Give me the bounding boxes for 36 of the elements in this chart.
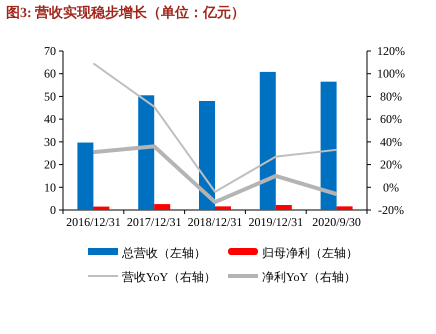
y-tick-label: 0 <box>50 203 56 217</box>
y2-tick-label: 40% <box>380 134 402 149</box>
bar <box>336 206 353 210</box>
y-tick-label: 60 <box>44 66 56 81</box>
bar <box>77 142 94 210</box>
y-tick-label: 50 <box>44 89 56 104</box>
y2-tick-label: 60% <box>380 112 402 126</box>
legend-label: 归母净利（左轴） <box>262 246 358 260</box>
y-tick-label: 40 <box>44 112 56 126</box>
y2-tick-label: 120% <box>377 44 405 58</box>
x-tick-label: 2020/9/30 <box>312 215 361 229</box>
chart-title: 图3: 营收实现稳步增长（单位：亿元） <box>6 4 246 21</box>
bar <box>276 205 292 210</box>
y-tick-label: 20 <box>44 158 56 172</box>
bar <box>93 206 110 210</box>
legend-label: 净利YoY（右轴） <box>262 270 356 284</box>
bar <box>260 72 276 210</box>
x-tick-label: 2016/12/31 <box>66 215 121 229</box>
y2-tick-label: 0% <box>383 180 399 194</box>
bar <box>215 206 231 210</box>
x-tick-label: 2019/12/31 <box>248 215 304 229</box>
y2-tick-label: 20% <box>380 158 402 172</box>
x-tick-label: 2017/12/31 <box>126 215 182 229</box>
legend-label: 总营收（左轴） <box>121 246 206 260</box>
y2-tick-label: 80% <box>380 89 402 104</box>
x-tick-label: 2018/12/31 <box>188 215 242 229</box>
bar <box>199 100 215 210</box>
y2-tick-label: 100% <box>377 66 405 81</box>
bar <box>138 95 154 210</box>
bar <box>154 204 170 210</box>
y-tick-label: 70 <box>44 44 56 58</box>
y-tick-label: 10 <box>44 180 56 194</box>
bar <box>320 82 337 210</box>
y2-tick-label: -20% <box>378 203 404 217</box>
legend-label: 营收YoY（右轴） <box>122 270 216 284</box>
y-tick-label: 30 <box>44 134 56 149</box>
